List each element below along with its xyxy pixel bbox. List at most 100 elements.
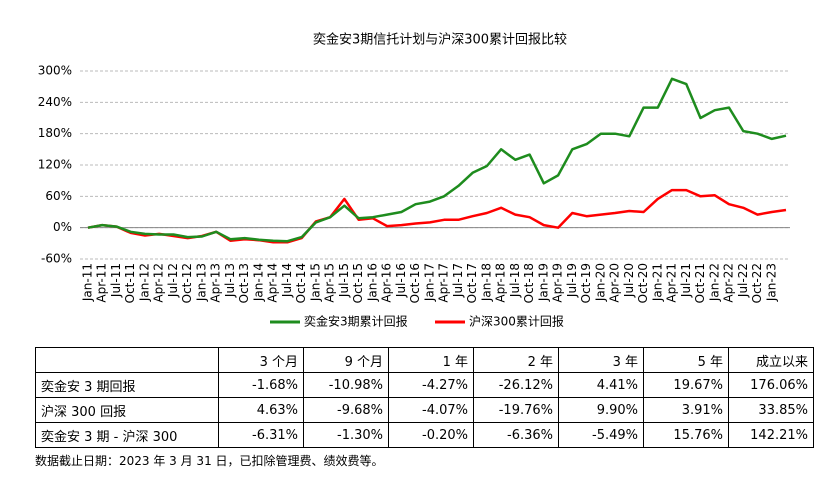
x-tick-label: Apr-19 <box>551 263 565 303</box>
table-cell: -4.07% <box>388 397 474 423</box>
x-tick-label: Apr-16 <box>380 263 394 303</box>
table-row: 奕金安 3 期回报 -1.68% -10.98% -4.27% -26.12% 4.41%… <box>35 372 814 398</box>
x-tick-label: Jan-11 <box>81 263 95 302</box>
x-tick-label: Jan-19 <box>536 263 550 302</box>
y-tick-label: 300% <box>38 64 72 78</box>
x-tick-label: Jul-12 <box>166 263 180 298</box>
y-tick-label: -60% <box>41 252 72 266</box>
x-tick-label: Apr-17 <box>437 263 451 303</box>
legend-label: 奕金安3期累计回报 <box>304 314 408 329</box>
x-tick-label: Apr-22 <box>722 263 736 303</box>
series-line <box>87 77 787 243</box>
table-cell: -6.31% <box>218 422 304 448</box>
header-cell: 成立以来 <box>728 347 814 373</box>
x-tick-label: Jul-20 <box>622 263 636 298</box>
header-cell: 3 年 <box>558 347 644 373</box>
row-label: 沪深 300 回报 <box>35 397 219 423</box>
chart: 奕金安3期信托计划与沪深300累计回报比较 -60% 0% 60% 120% 180% 2… <box>38 32 790 329</box>
header-cell: 1 年 <box>388 347 474 373</box>
table-cell: 4.63% <box>218 397 304 423</box>
x-tick-label: Oct-12 <box>180 263 194 303</box>
x-tick-label: Jul-14 <box>280 263 294 298</box>
table-row: 沪深 300 回报 4.63% -9.68% -4.07% -19.76% 9.90% 3.… <box>35 397 814 423</box>
table-cell: 176.06% <box>728 372 814 398</box>
y-tick-label: 120% <box>38 158 72 172</box>
x-tick-label: Oct-16 <box>408 263 422 303</box>
table-cell: -5.49% <box>558 422 644 448</box>
x-tick-label: Apr-13 <box>209 263 223 303</box>
x-tick-label: Jul-19 <box>565 263 579 298</box>
table-cell: 33.85% <box>728 397 814 423</box>
x-tick-label: Jan-12 <box>137 263 151 302</box>
x-tick-label: Jan-23 <box>764 263 778 302</box>
x-tick-label: Oct-19 <box>579 263 593 303</box>
table-cell: -10.98% <box>303 372 389 398</box>
x-tick-label: Oct-18 <box>522 263 536 303</box>
x-tick-label: Jul-18 <box>508 263 522 298</box>
x-tick-label: Jan-14 <box>251 263 265 302</box>
x-tick-label: Jan-16 <box>365 263 379 302</box>
table-cell: -9.68% <box>303 397 389 423</box>
row-label: 奕金安 3 期 - 沪深 300 <box>35 422 219 448</box>
x-tick-label: Jan-22 <box>707 263 721 302</box>
x-tick-label: Oct-11 <box>123 263 137 303</box>
x-tick-label: Jul-22 <box>736 263 750 298</box>
x-tick-label: Jul-13 <box>223 263 237 298</box>
table-cell: 4.41% <box>558 372 644 398</box>
y-tick-label: 0% <box>53 220 72 234</box>
x-tick-label: Oct-13 <box>237 263 251 303</box>
x-tick-label: Apr-12 <box>152 263 166 303</box>
table-cell: -1.68% <box>218 372 304 398</box>
x-tick-label: Jul-15 <box>337 263 351 298</box>
table-cell: -26.12% <box>473 372 559 398</box>
x-tick-label: Oct-14 <box>294 263 308 303</box>
x-tick-label: Jan-13 <box>194 263 208 302</box>
x-tick-label: Oct-17 <box>465 263 479 303</box>
x-tick-label: Apr-18 <box>494 263 508 303</box>
legend-label: 沪深300累计回报 <box>469 314 564 329</box>
table-cell: -19.76% <box>473 397 559 423</box>
table-cell: 142.21% <box>728 422 814 448</box>
x-tick-label: Oct-21 <box>693 263 707 303</box>
x-tick-label: Apr-21 <box>665 263 679 303</box>
x-tick-label: Jul-11 <box>109 263 123 298</box>
x-tick-label: Jan-18 <box>479 263 493 302</box>
table-cell: -6.36% <box>473 422 559 448</box>
x-tick-label: Apr-20 <box>608 263 622 303</box>
x-tick-label: Jul-17 <box>451 263 465 298</box>
y-tick-label: 180% <box>38 126 72 140</box>
x-tick-label: Oct-15 <box>351 263 365 303</box>
table-cell: 19.67% <box>643 372 729 398</box>
header-cell: 3 个月 <box>218 347 304 373</box>
x-tick-label: Jan-20 <box>593 263 607 302</box>
y-tick-label: 60% <box>45 189 72 203</box>
row-label: 奕金安 3 期回报 <box>35 372 219 398</box>
table-row: 奕金安 3 期 - 沪深 300 -6.31% -1.30% -0.20% -6.36%… <box>35 422 814 448</box>
x-tick-label: Jan-17 <box>422 263 436 302</box>
table-cell: -0.20% <box>388 422 474 448</box>
x-tick-label: Jan-21 <box>650 263 664 302</box>
y-tick-label: 240% <box>38 95 72 109</box>
footnote: 数据截止日期：2023 年 3 月 31 日，已扣除管理费、绩效费等。 <box>35 454 384 468</box>
x-tick-label: Apr-15 <box>323 263 337 303</box>
x-tick-label: Apr-14 <box>266 263 280 303</box>
chart-title: 奕金安3期信托计划与沪深300累计回报比较 <box>313 32 567 48</box>
corner-cell <box>35 347 219 373</box>
table-cell: 15.76% <box>643 422 729 448</box>
x-tick-label: Apr-11 <box>95 263 109 303</box>
table-cell: -1.30% <box>303 422 389 448</box>
x-tick-label: Jul-16 <box>394 263 408 298</box>
x-tick-label: Oct-22 <box>750 263 764 303</box>
table-cell: 9.90% <box>558 397 644 423</box>
header-cell: 2 年 <box>473 347 559 373</box>
table-cell: 3.91% <box>643 397 729 423</box>
header-cell: 9 个月 <box>303 347 389 373</box>
x-tick-label: Jan-15 <box>308 263 322 302</box>
header-cell: 5 年 <box>643 347 729 373</box>
x-tick-label: Jul-21 <box>679 263 693 298</box>
table-cell: -4.27% <box>388 372 474 398</box>
x-tick-label: Oct-20 <box>636 263 650 303</box>
